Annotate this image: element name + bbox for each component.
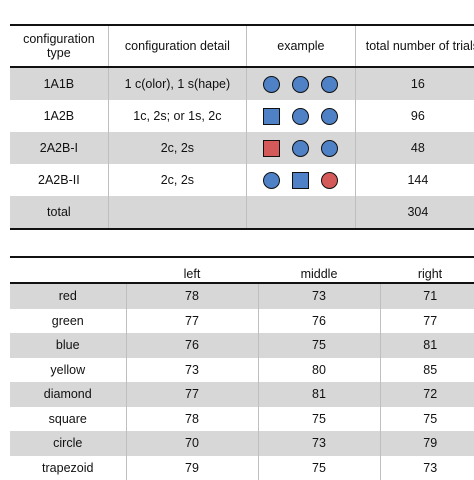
configuration-type: 2A2B-II bbox=[10, 164, 108, 196]
table-row-total: total 304 bbox=[10, 196, 474, 229]
table-row: 1A1B 1 c(olor), 1 s(hape) 16 bbox=[10, 67, 474, 100]
header-configuration-detail: configuration detail bbox=[108, 25, 246, 67]
count-middle: 75 bbox=[258, 456, 380, 480]
example-shapes bbox=[247, 196, 356, 229]
total-trials: 16 bbox=[355, 67, 474, 100]
count-middle: 73 bbox=[258, 431, 380, 456]
count-left: 77 bbox=[126, 382, 258, 407]
count-middle: 76 bbox=[258, 309, 380, 334]
blue-circle-icon bbox=[321, 108, 338, 125]
configuration-detail bbox=[108, 196, 246, 229]
blue-circle-icon bbox=[321, 140, 338, 157]
blue-circle-icon bbox=[292, 108, 309, 125]
header-right: right bbox=[380, 257, 474, 283]
feature-label: trapezoid bbox=[10, 456, 126, 480]
example-shapes bbox=[247, 164, 356, 196]
count-right: 71 bbox=[380, 283, 474, 309]
count-right: 85 bbox=[380, 358, 474, 383]
feature-label: red bbox=[10, 283, 126, 309]
configuration-type: 2A2B-I bbox=[10, 132, 108, 164]
configuration-type: total bbox=[10, 196, 108, 229]
header-middle: middle bbox=[258, 257, 380, 283]
total-trials: 48 bbox=[355, 132, 474, 164]
blue-square-icon bbox=[263, 108, 280, 125]
table-row: 2A2B-I 2c, 2s 48 bbox=[10, 132, 474, 164]
table-row: 2A2B-II 2c, 2s 144 bbox=[10, 164, 474, 196]
blue-circle-icon bbox=[263, 172, 280, 189]
count-middle: 81 bbox=[258, 382, 380, 407]
count-left: 70 bbox=[126, 431, 258, 456]
table-row: 1A2B 1c, 2s; or 1s, 2c 96 bbox=[10, 100, 474, 132]
count-right: 75 bbox=[380, 407, 474, 432]
feature-label: yellow bbox=[10, 358, 126, 383]
blue-circle-icon bbox=[263, 76, 280, 93]
feature-label: blue bbox=[10, 333, 126, 358]
feature-label: square bbox=[10, 407, 126, 432]
header-left: left bbox=[126, 257, 258, 283]
count-left: 78 bbox=[126, 407, 258, 432]
configuration-table: configuration type configuration detail … bbox=[10, 24, 474, 230]
configuration-type: 1A2B bbox=[10, 100, 108, 132]
feature-label: diamond bbox=[10, 382, 126, 407]
feature-label: green bbox=[10, 309, 126, 334]
count-right: 81 bbox=[380, 333, 474, 358]
example-shapes bbox=[247, 132, 356, 164]
feature-label: circle bbox=[10, 431, 126, 456]
total-trials: 144 bbox=[355, 164, 474, 196]
header-total-trials: total number of trials bbox=[355, 25, 474, 67]
header-feature bbox=[10, 257, 126, 283]
count-right: 79 bbox=[380, 431, 474, 456]
count-middle: 80 bbox=[258, 358, 380, 383]
configuration-table-header: configuration type configuration detail … bbox=[10, 25, 474, 67]
count-left: 79 bbox=[126, 456, 258, 480]
total-trials: 304 bbox=[355, 196, 474, 229]
count-middle: 73 bbox=[258, 283, 380, 309]
count-right: 77 bbox=[380, 309, 474, 334]
count-middle: 75 bbox=[258, 407, 380, 432]
blue-circle-icon bbox=[321, 76, 338, 93]
configuration-detail: 1 c(olor), 1 s(hape) bbox=[108, 67, 246, 100]
count-middle: 75 bbox=[258, 333, 380, 358]
example-shapes bbox=[247, 100, 356, 132]
count-left: 78 bbox=[126, 283, 258, 309]
count-right: 72 bbox=[380, 382, 474, 407]
red-square-icon bbox=[263, 140, 280, 157]
total-trials: 96 bbox=[355, 100, 474, 132]
blue-circle-icon bbox=[292, 76, 309, 93]
header-configuration-type: configuration type bbox=[10, 25, 108, 67]
count-left: 76 bbox=[126, 333, 258, 358]
count-right: 73 bbox=[380, 456, 474, 480]
blue-square-icon bbox=[292, 172, 309, 189]
count-left: 73 bbox=[126, 358, 258, 383]
configuration-type: 1A1B bbox=[10, 67, 108, 100]
blue-circle-icon bbox=[292, 140, 309, 157]
feature-table-header: left middle right bbox=[10, 257, 474, 283]
red-circle-icon bbox=[321, 172, 338, 189]
configuration-detail: 1c, 2s; or 1s, 2c bbox=[108, 100, 246, 132]
configuration-detail: 2c, 2s bbox=[108, 164, 246, 196]
header-example: example bbox=[247, 25, 356, 67]
count-left: 77 bbox=[126, 309, 258, 334]
configuration-detail: 2c, 2s bbox=[108, 132, 246, 164]
example-shapes bbox=[247, 67, 356, 100]
